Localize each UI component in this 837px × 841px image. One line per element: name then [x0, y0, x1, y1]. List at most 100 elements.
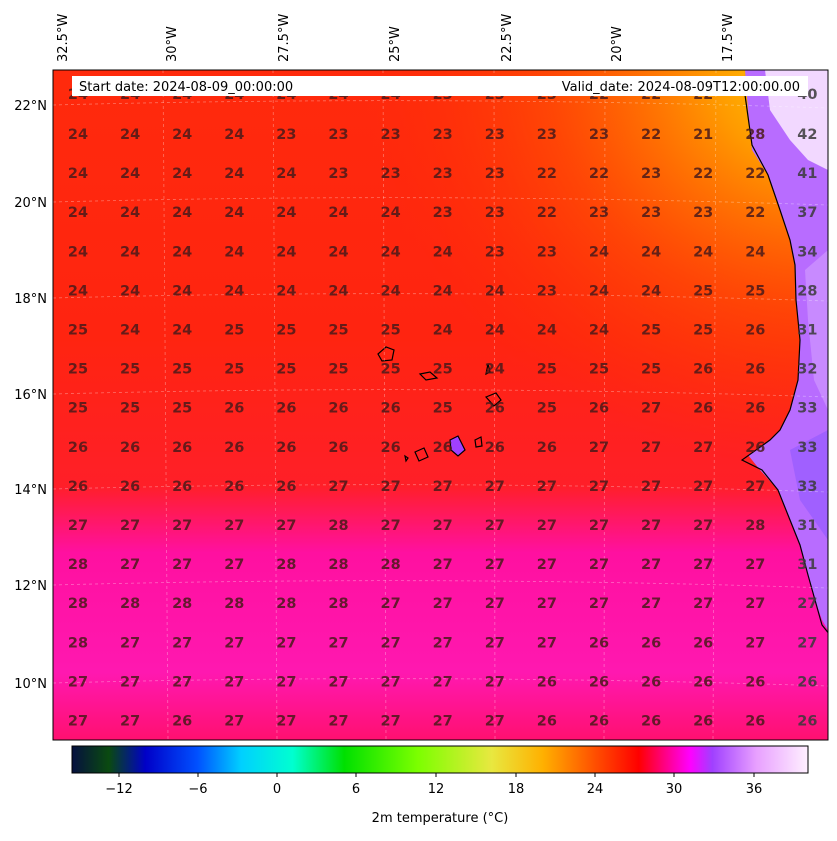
temperature-value-label: 26 [693, 635, 713, 651]
temperature-value-label: 22 [745, 166, 765, 182]
temperature-value-label: 24 [485, 283, 505, 299]
temperature-value-label: 23 [641, 166, 661, 182]
temperature-value-label: 27 [224, 714, 244, 730]
lon-label: 30°W [165, 26, 180, 62]
temperature-value-label: 24 [172, 323, 192, 339]
temperature-value-label: 24 [485, 362, 505, 378]
temperature-value-label: 27 [433, 674, 453, 690]
temperature-value-label: 26 [641, 635, 661, 651]
temperature-value-label: 23 [433, 205, 453, 221]
temperature-value-label: 24 [485, 323, 505, 339]
temperature-value-label: 26 [276, 440, 296, 456]
temperature-value-label: 42 [797, 127, 817, 143]
temperature-value-label: 28 [68, 635, 88, 651]
temperature-value-label: 27 [276, 674, 296, 690]
temperature-value-label: 27 [537, 596, 557, 612]
temperature-value-label: 24 [68, 166, 88, 182]
temperature-value-label: 24 [172, 244, 192, 260]
temperature-value-label: 25 [693, 283, 713, 299]
temperature-value-label: 25 [641, 362, 661, 378]
temperature-value-label: 24 [172, 166, 192, 182]
temperature-value-label: 26 [797, 674, 817, 690]
temperature-value-label: 41 [797, 166, 817, 182]
temperature-value-label: 27 [276, 635, 296, 651]
map-field: 2424242424242423232322222240242424242323… [53, 70, 828, 740]
temperature-value-label: 24 [589, 323, 609, 339]
lon-label: 22.5°W [500, 14, 515, 62]
temperature-value-label: 27 [485, 557, 505, 573]
colorbar-tick: 6 [352, 782, 360, 797]
temperature-value-label: 32 [797, 362, 817, 378]
temperature-value-label: 24 [68, 127, 88, 143]
temperature-value-label: 26 [172, 479, 192, 495]
temperature-value-label: 23 [537, 127, 557, 143]
temperature-value-label: 27 [485, 635, 505, 651]
temperature-value-label: 25 [68, 323, 88, 339]
temperature-value-label: 23 [433, 127, 453, 143]
temperature-value-label: 28 [381, 557, 401, 573]
temperature-value-label: 27 [745, 635, 765, 651]
temperature-value-label: 25 [537, 401, 557, 417]
temperature-value-label: 25 [276, 362, 296, 378]
graticule [53, 70, 828, 740]
temperature-value-label: 27 [589, 518, 609, 534]
temperature-value-label: 24 [276, 166, 296, 182]
lon-label: 25°W [388, 26, 403, 62]
temperature-value-label: 26 [120, 479, 140, 495]
temperature-value-label: 27 [433, 479, 453, 495]
temperature-value-label: 24 [120, 283, 140, 299]
temperature-value-label: 26 [120, 440, 140, 456]
lon-label: 32.5°W [56, 14, 71, 62]
temperature-value-label: 27 [224, 518, 244, 534]
lat-labels: 22°N 20°N 18°N 16°N 14°N 12°N 10°N [14, 99, 47, 692]
colorbar-tick: 36 [746, 782, 763, 797]
temperature-value-label: 26 [328, 440, 348, 456]
temperature-value-label: 24 [641, 283, 661, 299]
temperature-value-label: 27 [641, 440, 661, 456]
temperature-value-label: 27 [485, 479, 505, 495]
colorbar-tick: 24 [587, 782, 604, 797]
temperature-value-label: 27 [589, 596, 609, 612]
temperature-value-label: 22 [641, 127, 661, 143]
temperature-value-label: 24 [328, 283, 348, 299]
temperature-value-label: 24 [276, 283, 296, 299]
temperature-value-label: 27 [276, 714, 296, 730]
temperature-value-label: 24 [120, 127, 140, 143]
temperature-value-label: 27 [433, 518, 453, 534]
colorbar-tick: 18 [508, 782, 525, 797]
temperature-value-label: 27 [745, 557, 765, 573]
temperature-value-label: 23 [485, 127, 505, 143]
temperature-value-label: 24 [589, 283, 609, 299]
temperature-value-label: 25 [224, 323, 244, 339]
temperature-value-label: 27 [693, 479, 713, 495]
temperature-value-label: 25 [433, 401, 453, 417]
temperature-value-label: 24 [328, 244, 348, 260]
temperature-value-label: 23 [328, 166, 348, 182]
temperature-value-label: 27 [172, 557, 192, 573]
temperature-value-label: 27 [589, 440, 609, 456]
lat-label: 16°N [14, 388, 47, 403]
temperature-value-label: 33 [797, 401, 817, 417]
temperature-value-label: 27 [224, 674, 244, 690]
temperature-value-label: 24 [68, 205, 88, 221]
temperature-value-label: 26 [537, 714, 557, 730]
lat-label: 10°N [14, 677, 47, 692]
temperature-value-label: 25 [68, 362, 88, 378]
temperature-value-label: 23 [589, 127, 609, 143]
temperature-value-label: 26 [485, 401, 505, 417]
temperature-value-label: 26 [68, 479, 88, 495]
temperature-value-label: 27 [276, 518, 296, 534]
temperature-value-label: 25 [172, 401, 192, 417]
temperature-value-label: 27 [745, 596, 765, 612]
temperature-value-label: 24 [172, 127, 192, 143]
temperature-value-label: 26 [693, 714, 713, 730]
temperature-value-label: 22 [693, 166, 713, 182]
temperature-value-label: 24 [381, 244, 401, 260]
temperature-value-label: 26 [589, 674, 609, 690]
temperature-value-label: 27 [641, 518, 661, 534]
temperature-value-label: 26 [276, 479, 296, 495]
coastline [740, 94, 828, 634]
temperature-value-label: 24 [433, 283, 453, 299]
temperature-value-label: 25 [537, 362, 557, 378]
temperature-value-label: 27 [641, 557, 661, 573]
